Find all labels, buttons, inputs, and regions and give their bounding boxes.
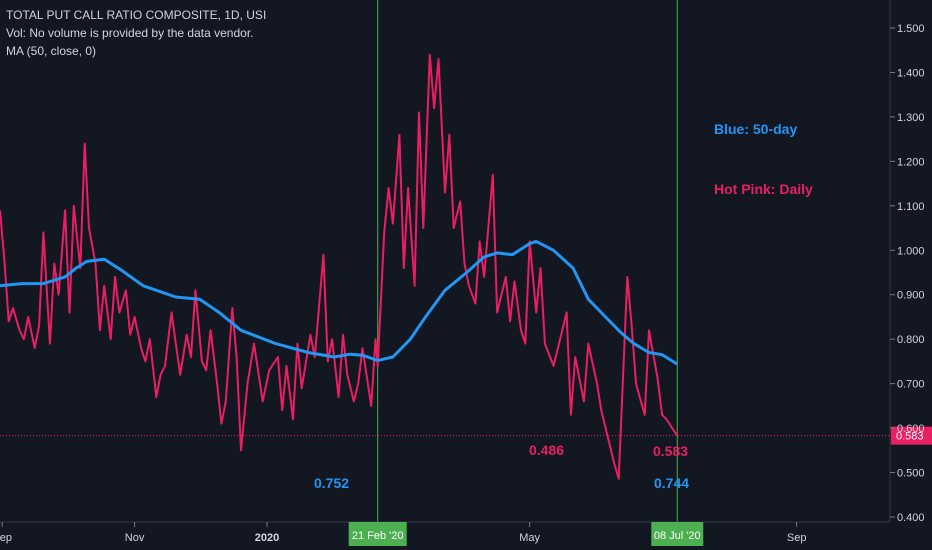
y-tick-label-4: 1.100 <box>897 201 925 213</box>
note-pink-daily: Hot Pink: Daily <box>714 181 813 197</box>
y-tick-label-1: 1.400 <box>897 67 925 79</box>
y-tick-label-2: 1.300 <box>897 112 925 124</box>
annotation-daily-low: 0.486 <box>529 442 565 458</box>
legend-volume-note: Vol: No volume is provided by the data v… <box>6 26 254 40</box>
annotation-ma-last: 0.744 <box>654 475 690 491</box>
annotation-daily-last: 0.583 <box>653 443 689 459</box>
x-tick-label-0: Sep <box>0 532 12 544</box>
x-tick-label-1: Nov <box>125 532 145 544</box>
x-tick-label-2: 2020 <box>255 532 279 544</box>
last-value-badge-text: 0.583 <box>896 431 924 443</box>
marker-date-badge-0 <box>348 522 407 546</box>
y-tick-label-8: 0.700 <box>897 379 925 391</box>
marker-date-label-1: 08 Jul '20 <box>654 530 701 542</box>
chart-legend: TOTAL PUT CALL RATIO COMPOSITE, 1D, USI … <box>6 6 266 60</box>
y-tick-label-6: 0.900 <box>897 290 925 302</box>
y-tick-label-9: 0.600 <box>897 423 925 435</box>
y-tick-label-5: 1.000 <box>897 245 925 257</box>
y-tick-label-7: 0.800 <box>897 334 925 346</box>
marker-date-badge-1 <box>651 522 704 546</box>
note-blue-50day: Blue: 50-day <box>714 121 798 137</box>
y-tick-label-3: 1.200 <box>897 156 925 168</box>
last-value-badge <box>891 426 932 445</box>
legend-title: TOTAL PUT CALL RATIO COMPOSITE, 1D, USI <box>6 8 267 22</box>
last-value-line-layer: 0.583 <box>0 426 932 445</box>
marker-date-label-0: 21 Feb '20 <box>352 530 404 542</box>
y-tick-label-11: 0.400 <box>897 512 925 524</box>
annotation-ma-feb: 0.752 <box>314 475 350 491</box>
series-line-daily <box>0 53 679 480</box>
y-tick-label-0: 1.500 <box>897 23 925 35</box>
x-tick-label-4: Sep <box>787 532 807 544</box>
legend-ma-label: MA (50, close, 0) <box>6 44 97 58</box>
y-tick-label-10: 0.500 <box>897 468 925 480</box>
series-layer <box>0 53 679 480</box>
series-line-50day <box>0 239 679 366</box>
x-tick-label-3: May <box>519 532 540 544</box>
